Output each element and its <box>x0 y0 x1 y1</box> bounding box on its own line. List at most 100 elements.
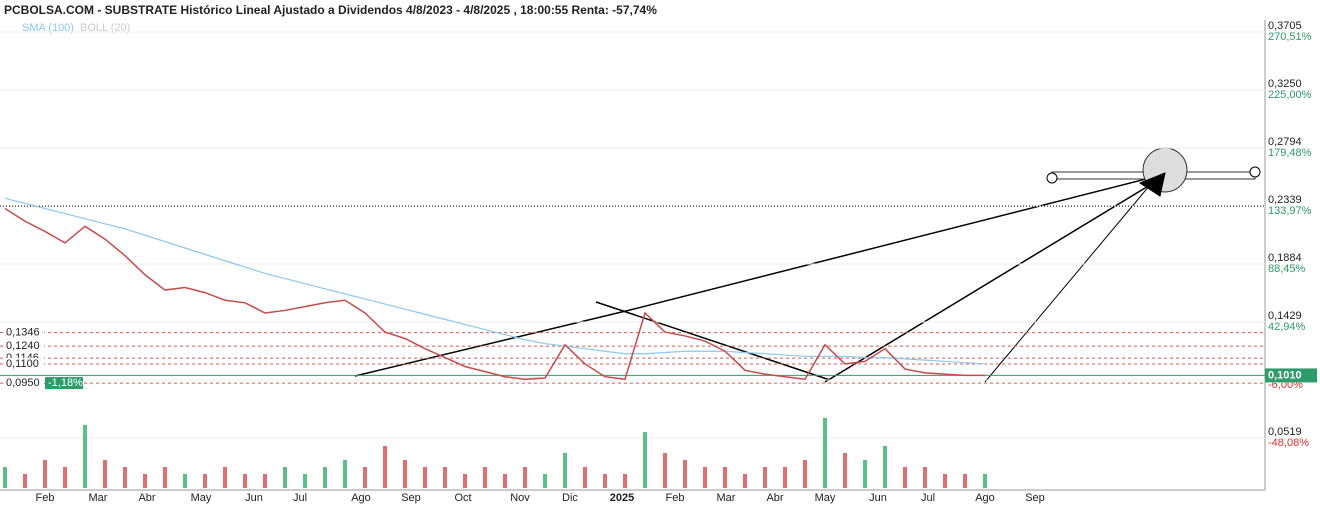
volume-bar <box>623 474 627 488</box>
volume-bar <box>603 474 607 488</box>
y-tick-pct: 42,94% <box>1268 321 1306 333</box>
volume-bar <box>323 467 327 488</box>
level-label: 0,1100 <box>6 358 39 370</box>
x-tick-label: Oct <box>454 492 471 504</box>
x-tick-label: Sep <box>1025 492 1045 504</box>
x-tick-label: Jun <box>869 492 887 504</box>
y-tick-pct: 179,48% <box>1268 147 1312 159</box>
volume-bar <box>183 474 187 488</box>
trend-drawings <box>354 147 1261 383</box>
volume-bar <box>783 467 787 488</box>
level-pct: -1,18% <box>48 377 83 389</box>
x-tick-label: Mar <box>89 492 108 504</box>
volume-bar <box>403 460 407 488</box>
volume-bar <box>983 474 987 488</box>
x-tick-label: Jun <box>245 492 263 504</box>
y-tick-pct: 133,97% <box>1268 205 1312 217</box>
volume-bar <box>43 460 47 488</box>
x-tick-label: Nov <box>510 492 530 504</box>
volume-bar <box>703 467 707 488</box>
level-label: 0,1346 <box>6 327 40 339</box>
volume-bar <box>763 467 767 488</box>
volume-bar <box>503 474 507 488</box>
volume-bar <box>523 467 527 488</box>
x-tick-label: May <box>191 492 212 504</box>
volume-bar <box>963 474 967 488</box>
volume-bar <box>383 446 387 488</box>
x-tick-label: Ago <box>351 492 371 504</box>
volume-bar <box>483 467 487 488</box>
sma-line <box>4 197 986 365</box>
x-tick-label: Dic <box>562 492 578 504</box>
x-tick-label: Mar <box>717 492 736 504</box>
y-tick-label: 0,0519 <box>1268 426 1302 438</box>
y-tick-pct: 88,45% <box>1268 263 1306 275</box>
volume-bar <box>103 460 107 488</box>
volume-bar <box>263 474 267 488</box>
y-tick-pct: -48,08% <box>1268 437 1309 449</box>
volume-bar <box>143 474 147 488</box>
volume-bar <box>743 474 747 488</box>
level-label: 0,1240 <box>6 340 40 352</box>
volume-bar <box>643 432 647 488</box>
chart-title: PCBOLSA.COM - SUBSTRATE Histórico Lineal… <box>4 3 657 17</box>
volume-bar <box>203 474 207 488</box>
volume-bar <box>543 474 547 488</box>
level-label: 0,0950 <box>6 377 40 389</box>
level-label-bg <box>4 357 44 370</box>
volume-bar <box>463 474 467 488</box>
price-line <box>4 207 985 381</box>
y-tick-label: 0,1884 <box>1268 252 1302 264</box>
volume-bar <box>3 467 7 488</box>
legend-boll: BOLL (20) <box>80 22 130 34</box>
y-tick-label: 0,3250 <box>1268 78 1302 90</box>
x-tick-label: Abr <box>138 492 155 504</box>
volume-bar <box>363 467 367 488</box>
y-tick-label: 0,2339 <box>1268 194 1302 206</box>
volume-bar <box>23 474 27 488</box>
volume-bar <box>343 460 347 488</box>
volume-bar <box>863 460 867 488</box>
x-tick-label: Jul <box>921 492 935 504</box>
y-tick-label: 0,1429 <box>1268 310 1302 322</box>
volume-bar <box>683 460 687 488</box>
y-tick-pct: 225,00% <box>1268 89 1312 101</box>
volume-bar <box>83 425 87 488</box>
volume-bar <box>583 467 587 488</box>
volume-bar <box>163 467 167 488</box>
volume-bar <box>843 453 847 488</box>
level-label-bg <box>4 377 44 390</box>
x-tick-label: Abr <box>766 492 783 504</box>
volume-bar <box>443 467 447 488</box>
volume-bar <box>883 446 887 488</box>
volume-bar <box>423 467 427 488</box>
volume-bar <box>823 418 827 488</box>
x-tick-label: Sep <box>401 492 421 504</box>
volume-bar <box>223 467 227 488</box>
volume-bar <box>563 453 567 488</box>
level-label-bg <box>4 340 44 353</box>
volume-bar <box>63 467 67 488</box>
volume-bar <box>723 467 727 488</box>
current-label-bg <box>1265 368 1317 383</box>
volume-bar <box>903 467 907 488</box>
current-label: 0,1010 <box>1268 369 1302 381</box>
volume-bar <box>243 474 247 488</box>
level-label-bg <box>4 326 44 339</box>
volume-bar <box>303 474 307 488</box>
level-pct-bg <box>45 377 83 390</box>
x-tick-label: Feb <box>36 492 55 504</box>
volume-bar <box>923 467 927 488</box>
volume-bar <box>283 467 287 488</box>
legend-sma: SMA (100) <box>22 22 74 34</box>
volume-bar <box>123 467 127 488</box>
y-tick-label: 0,3705 <box>1268 20 1302 32</box>
x-tick-label: May <box>815 492 836 504</box>
x-tick-label: Ago <box>975 492 995 504</box>
volume-bar <box>943 474 947 488</box>
x-tick-label: 2025 <box>610 492 634 504</box>
volume-bar <box>803 460 807 488</box>
x-tick-label: Jul <box>293 492 307 504</box>
